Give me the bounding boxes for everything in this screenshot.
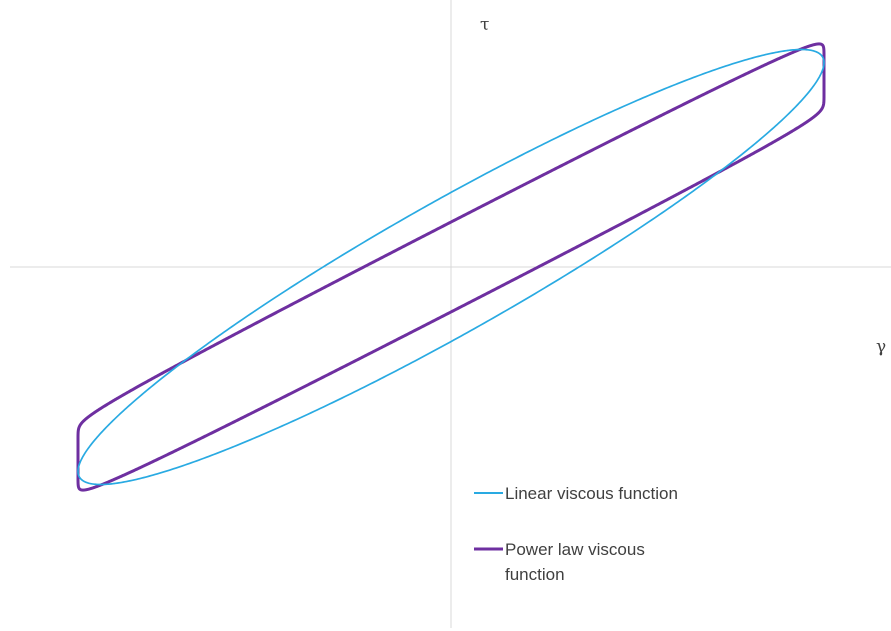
legend-label-linear: Linear viscous function bbox=[505, 484, 678, 503]
legend-label-power-law: Power law viscous function bbox=[505, 540, 650, 584]
y-axis-label: τ bbox=[480, 15, 489, 35]
legend: Linear viscous function Power law viscou… bbox=[474, 484, 678, 584]
series-line-linear bbox=[77, 48, 825, 486]
series-line-power-law bbox=[76, 42, 826, 492]
x-axis-label: γ bbox=[876, 337, 886, 357]
